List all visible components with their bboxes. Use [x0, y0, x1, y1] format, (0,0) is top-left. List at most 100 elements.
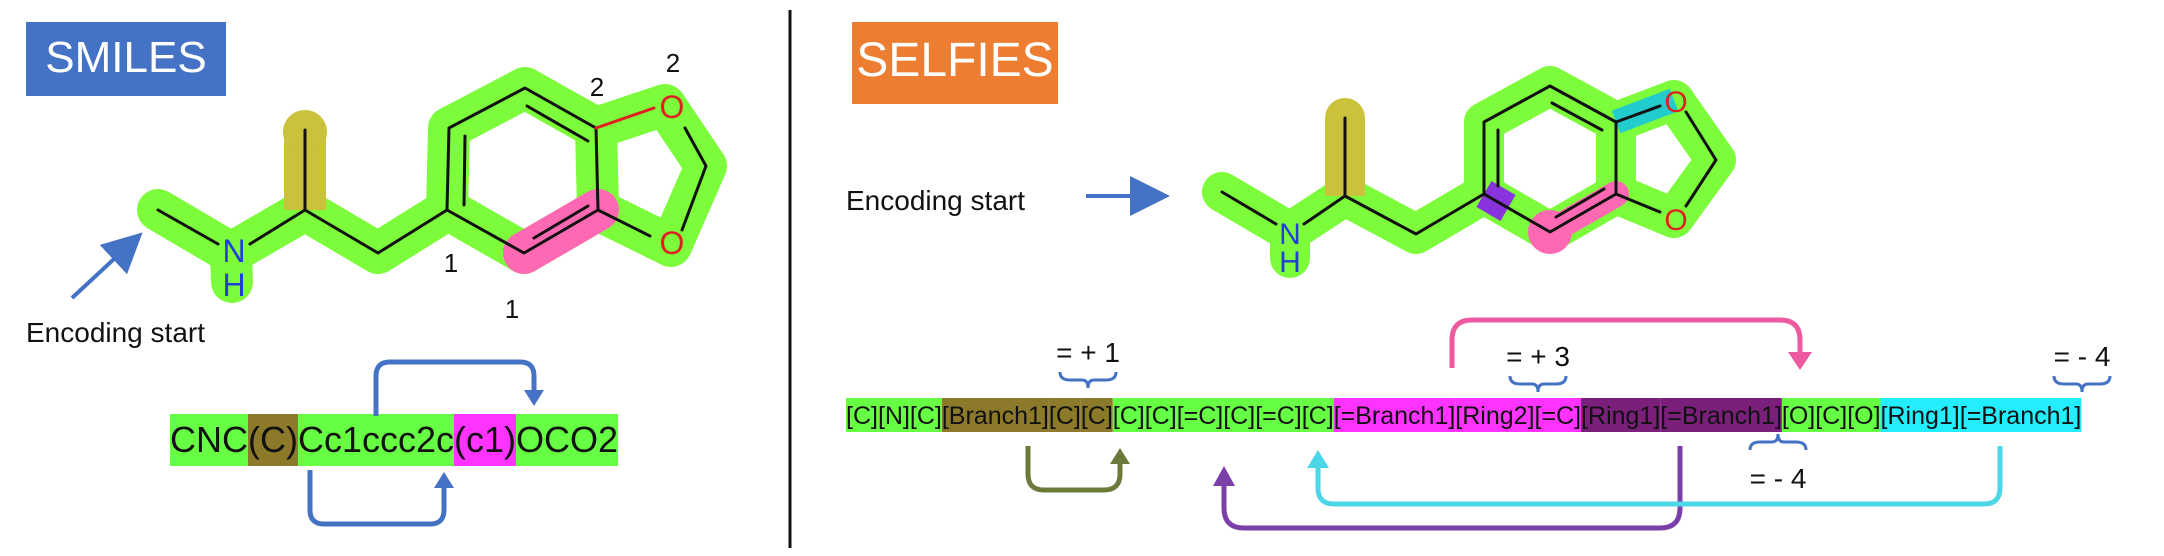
selfies-token: [Branch1] [942, 402, 1049, 430]
selfies-token-highlight [1112, 398, 1145, 432]
selfies-token-highlight [1144, 398, 1177, 432]
selfies-token-highlight [1815, 398, 1848, 432]
annotation-minus-4-right: = - 4 [2054, 341, 2111, 372]
selfies-token: [C] [1145, 402, 1177, 430]
selfies-token: [C] [1113, 402, 1145, 430]
selfies-token: [=C] [1255, 402, 1302, 430]
selfies-token-highlight [1781, 398, 1816, 432]
annotation-brace-3 [1508, 375, 1568, 393]
selfies-token-highlight [1534, 398, 1582, 432]
annotation-brace-bottom [1748, 433, 1808, 451]
smiles-ring-arrow-bottom-head [434, 472, 454, 488]
selfies-nitrogen-atom: N [1279, 218, 1301, 251]
smiles-token: (c1) [454, 419, 516, 460]
pink-branch-arrow [1449, 317, 1803, 368]
smiles-red-bond [594, 106, 656, 130]
smiles-oxygen-atom-top: O [660, 89, 685, 125]
smiles-token-highlight [248, 414, 298, 466]
selfies-oxygen-atom-top: O [1664, 86, 1687, 119]
smiles-ring-arrow-top [373, 359, 537, 416]
smiles-token: OCO2 [516, 419, 618, 460]
annotation-plus-1: = + 1 [1056, 337, 1120, 368]
smiles-token-highlight [297, 414, 455, 466]
annotation-plus-3: = + 3 [1506, 341, 1570, 372]
annotation-brace-right [2052, 375, 2112, 393]
smiles-oxygen-atom-bottom: O [660, 225, 685, 261]
smiles-token-highlight [170, 414, 248, 466]
selfies-token: [O] [1847, 402, 1880, 430]
selfies-hydrogen-atom: H [1279, 246, 1301, 279]
olive-branch-arrow-head [1110, 448, 1130, 464]
selfies-token: [C] [1302, 402, 1334, 430]
smiles-string: CNC (C) Cc1ccc2c (c1) OCO2 [170, 414, 619, 466]
selfies-token-highlight [1455, 398, 1535, 432]
pink-branch-arrow-head [1788, 352, 1812, 370]
smiles-token-highlight [454, 414, 517, 466]
selfies-token-highlight [909, 398, 942, 432]
selfies-token-highlight [1176, 398, 1224, 432]
selfies-token: [Ring2] [1455, 402, 1534, 430]
smiles-encoding-start-label: Encoding start [26, 317, 205, 348]
selfies-token-highlight [1880, 398, 1960, 432]
selfies-encoding-start-label: Encoding start [846, 185, 1025, 216]
selfies-token-highlight [1223, 398, 1256, 432]
selfies-token: [Ring1] [1881, 402, 1960, 430]
selfies-token: [C] [1081, 402, 1113, 430]
smiles-ring-arrow-bottom [307, 470, 447, 527]
selfies-token-highlight [1048, 398, 1081, 432]
smiles-token: (C) [248, 419, 298, 460]
selfies-token-highlight [846, 398, 878, 432]
ring-label-2a: 2 [590, 72, 604, 102]
smiles-hydrogen-atom: H [222, 267, 245, 303]
smiles-token: Cc1ccc2c [298, 419, 454, 460]
ring-label-1b: 1 [505, 294, 519, 324]
selfies-token-highlight [1080, 398, 1113, 432]
smiles-title: SMILES [45, 33, 206, 82]
selfies-token: [C] [1815, 402, 1847, 430]
selfies-token-highlight [1959, 398, 2082, 432]
ring-label-2b: 2 [666, 48, 680, 78]
smiles-encoding-start-arrow [70, 232, 143, 300]
selfies-token-highlight [1301, 398, 1334, 432]
selfies-oxygen-atom-bottom: O [1664, 204, 1687, 237]
selfies-token: [Ring1] [1581, 402, 1660, 430]
selfies-bonds [1220, 84, 1718, 236]
selfies-token: [C] [846, 402, 878, 430]
selfies-token-highlight [1847, 398, 1881, 432]
smiles-token-highlight [516, 414, 619, 466]
selfies-title: SELFIES [856, 34, 1053, 87]
selfies-token-highlight [1581, 398, 1661, 432]
smiles-token: CNC [170, 419, 248, 460]
selfies-token: [C] [1049, 402, 1081, 430]
selfies-token: [N] [878, 402, 910, 430]
annotation-minus-4-bottom: = - 4 [1750, 463, 1807, 494]
selfies-token: [C] [910, 402, 942, 430]
selfies-title-box [852, 22, 1058, 104]
selfies-token: [=Branch1] [1660, 402, 1782, 430]
selfies-token-highlight [1255, 398, 1302, 432]
selfies-token-highlight [877, 398, 910, 432]
selfies-token: [=Branch1] [1334, 402, 1456, 430]
selfies-molecule: N H O O [1202, 66, 1736, 279]
selfies-token: [O] [1782, 402, 1815, 430]
smiles-title-box [26, 22, 226, 96]
selfies-token: [=C] [1535, 402, 1582, 430]
selfies-token: [C] [1223, 402, 1255, 430]
ring-label-1a: 1 [444, 248, 458, 278]
annotation-brace-1 [1058, 371, 1118, 389]
selfies-token-highlight [1333, 398, 1456, 432]
selfies-string: [C] [N] [C] [Branch1] [C] [C] [C] [C] [=C] [C] [=C… [846, 398, 2082, 432]
olive-branch-arrow [1025, 446, 1123, 493]
smiles-ring-arrow-top-head [524, 390, 544, 406]
cyan-ring-arrow-head [1307, 450, 1329, 468]
purple-ring-arrow [1221, 446, 1683, 531]
purple-ring-arrow-head [1213, 466, 1235, 486]
selfies-token: [=C] [1177, 402, 1224, 430]
selfies-token-highlight [1660, 398, 1782, 432]
selfies-token: [=Branch1] [1960, 402, 2082, 430]
selfies-token-highlight [941, 398, 1049, 432]
smiles-nitrogen-atom: N [222, 233, 245, 269]
smiles-molecule: N H O O [137, 67, 727, 303]
cyan-ring-arrow [1315, 446, 2003, 507]
